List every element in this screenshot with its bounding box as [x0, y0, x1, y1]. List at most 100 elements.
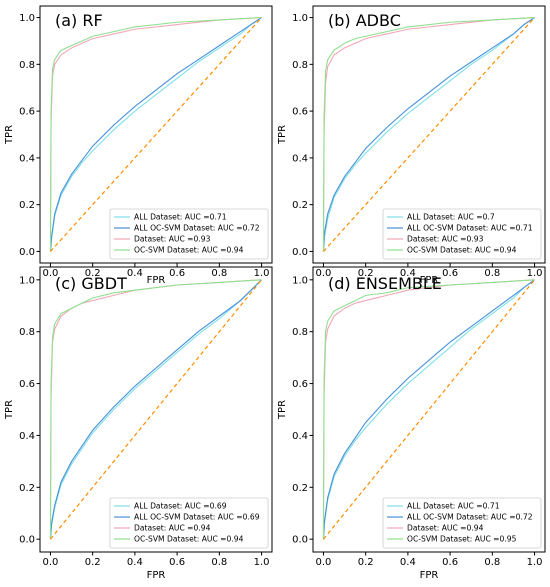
y-tick-label: 0.6: [292, 379, 308, 390]
legend: ALL Dataset: AUC =0.7 ALL OC-SVM Dataset:…: [382, 208, 542, 260]
y-tick-label: 1.0: [292, 13, 308, 24]
legend-entry: ALL Dataset: AUC =0.71: [407, 502, 500, 511]
y-tick-label: 0.6: [19, 107, 35, 118]
legend-entry: ALL Dataset: AUC =0.7: [407, 213, 495, 222]
x-tick-label: 0.8: [211, 268, 227, 279]
series-line-2: [322, 17, 535, 252]
y-tick-label: 0.8: [19, 60, 35, 71]
legend-entry: Dataset: AUC =0.94: [407, 524, 484, 533]
y-tick-label: 0.0: [19, 535, 35, 546]
x-tick-label: 0.8: [484, 268, 500, 279]
y-tick-label: 0.8: [292, 327, 308, 338]
x-tick-label: 1.0: [254, 557, 270, 568]
x-tick-label: 0.8: [211, 557, 227, 568]
legend-entry: OC-SVM Dataset: AUC =0.94: [407, 246, 517, 255]
x-tick-label: 1.0: [254, 268, 270, 279]
x-axis-label: FPR: [420, 275, 439, 286]
series-line-2: [49, 279, 262, 540]
x-tick-label: 1.0: [527, 268, 543, 279]
panel-title: (b) ADBC: [328, 11, 401, 30]
x-tick-label: 0.4: [400, 268, 416, 279]
series-line-2: [49, 17, 262, 252]
series-line-4: [49, 17, 262, 252]
y-tick-label: 1.0: [19, 13, 35, 24]
legend: ALL Dataset: AUC =0.71 ALL OC-SVM Dataset…: [382, 497, 542, 549]
y-tick-label: 1.0: [292, 275, 308, 286]
y-tick-label: 0.0: [292, 247, 308, 258]
x-axis-label: FPR: [420, 570, 439, 581]
x-tick-label: 0.4: [127, 268, 143, 279]
plot-frame: [39, 5, 273, 264]
y-axis-label: TPR: [277, 400, 288, 420]
y-tick-label: 0.4: [292, 431, 308, 442]
plot-frame: [312, 266, 546, 553]
x-tick-label: 0.6: [442, 557, 458, 568]
series-line-4: [322, 17, 535, 252]
legend-entry: Dataset: AUC =0.93: [134, 235, 211, 244]
legend-entry: ALL OC-SVM Dataset: AUC =0.69: [134, 513, 260, 522]
legend-box: [382, 208, 542, 260]
y-tick-label: 0.8: [292, 60, 308, 71]
x-axis-label: FPR: [147, 275, 166, 286]
y-tick-label: 0.2: [292, 200, 308, 211]
x-tick-label: 0.2: [358, 557, 374, 568]
x-tick-label: 0.6: [169, 557, 185, 568]
x-tick-label: 0.0: [42, 268, 58, 279]
x-tick-label: 0.0: [42, 557, 58, 568]
legend-entry: Dataset: AUC =0.94: [134, 524, 211, 533]
legend-entry: ALL OC-SVM Dataset: AUC =0.71: [407, 224, 533, 233]
legend: ALL Dataset: AUC =0.71 ALL OC-SVM Dataset…: [109, 208, 269, 260]
x-tick-label: 0.4: [127, 557, 143, 568]
legend-entry: OC-SVM Dataset: AUC =0.94: [134, 535, 244, 544]
y-tick-label: 0.2: [19, 200, 35, 211]
x-tick-label: 0.0: [315, 557, 331, 568]
y-tick-label: 0.4: [19, 431, 35, 442]
legend-box: [382, 497, 542, 549]
legend-entry: Dataset: AUC =0.93: [407, 235, 484, 244]
x-tick-label: 0.8: [484, 557, 500, 568]
series-line-1: [49, 279, 262, 540]
x-tick-label: 0.2: [85, 268, 101, 279]
roc-panel-1: 0.0 0.2 0.4 0.6 0.8 1.0 0.0 0.2 0.4 0.6 0.8 1.0 FPR T…: [4, 5, 273, 286]
legend-entry: OC-SVM Dataset: AUC =0.95: [407, 535, 517, 544]
roc-panel-3: 0.0 0.2 0.4 0.6 0.8 1.0 0.0 0.2 0.4 0.6 0.8 1.0 FPR T…: [4, 266, 273, 581]
plot-frame: [39, 266, 273, 553]
y-axis-label: TPR: [4, 125, 15, 145]
panel-title: (c) GBDT: [55, 274, 127, 293]
chance-diagonal-line: [322, 17, 536, 252]
y-tick-label: 0.2: [292, 483, 308, 494]
x-tick-label: 1.0: [527, 557, 543, 568]
panel-title: (d) ENSEMBLE: [328, 274, 442, 293]
series-line-1: [322, 279, 535, 540]
legend-entry: ALL OC-SVM Dataset: AUC =0.72: [134, 224, 260, 233]
y-axis-label: TPR: [277, 125, 288, 145]
x-tick-label: 0.2: [85, 557, 101, 568]
series-line-2: [322, 279, 535, 540]
x-tick-label: 0.0: [315, 268, 331, 279]
x-tick-label: 0.2: [358, 268, 374, 279]
y-tick-label: 0.4: [19, 153, 35, 164]
x-tick-label: 0.6: [442, 268, 458, 279]
x-tick-label: 0.4: [400, 557, 416, 568]
chance-diagonal-line: [49, 17, 263, 252]
y-tick-label: 0.6: [19, 379, 35, 390]
plot-frame: [312, 5, 546, 264]
y-tick-label: 0.8: [19, 327, 35, 338]
roc-panel-2: 0.0 0.2 0.4 0.6 0.8 1.0 0.0 0.2 0.4 0.6 0.8 1.0 FPR T…: [277, 5, 546, 286]
y-axis-label: TPR: [4, 400, 15, 420]
series-line-4: [49, 279, 262, 540]
legend: ALL Dataset: AUC =0.69 ALL OC-SVM Dataset…: [109, 497, 269, 549]
x-axis-label: FPR: [147, 570, 166, 581]
y-tick-label: 0.6: [292, 107, 308, 118]
x-tick-label: 0.6: [169, 268, 185, 279]
y-tick-label: 1.0: [19, 275, 35, 286]
legend-entry: ALL OC-SVM Dataset: AUC =0.72: [407, 513, 533, 522]
panel-title: (a) RF: [55, 11, 103, 30]
legend-box: [109, 208, 269, 260]
legend-box: [109, 497, 269, 549]
series-line-1: [322, 17, 535, 252]
series-line-4: [322, 279, 535, 540]
y-tick-label: 0.2: [19, 483, 35, 494]
y-tick-label: 0.0: [19, 247, 35, 258]
